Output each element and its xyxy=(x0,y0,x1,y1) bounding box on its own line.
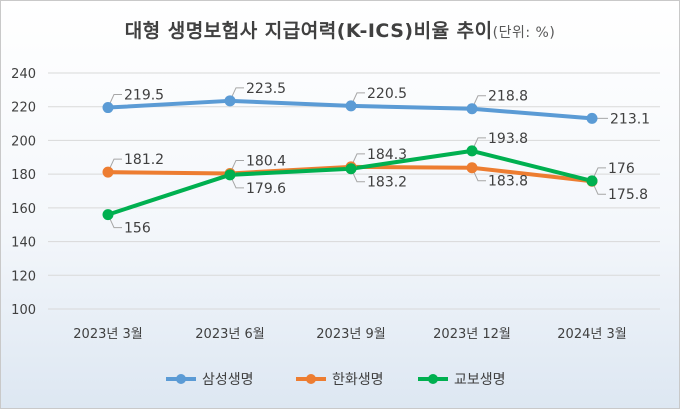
x-axis: 2023년 3월 2023년 6월 2023년 9월 2023년 12월 2024년 3… xyxy=(73,327,626,342)
data-label: 218.8 xyxy=(488,89,528,105)
data-point xyxy=(345,163,357,175)
y-tick-label: 200 xyxy=(11,134,36,149)
y-tick-label: 120 xyxy=(11,269,36,284)
data-point xyxy=(102,166,114,178)
y-axis: 100 120 140 160 180 200 220 240 xyxy=(11,67,36,318)
label-leader-lines xyxy=(107,87,608,229)
data-point xyxy=(345,100,357,112)
y-tick-label: 220 xyxy=(11,101,36,116)
legend-label: 한화생명 xyxy=(332,372,384,388)
data-label: 156 xyxy=(124,221,151,237)
data-label: 175.8 xyxy=(608,187,648,203)
data-label: 223.5 xyxy=(246,81,286,97)
data-label: 193.8 xyxy=(488,131,528,147)
chart-unit-note: (단위: %) xyxy=(492,25,556,41)
data-label: 181.2 xyxy=(124,152,164,168)
chart-title: 대형 생명보험사 지급여력(K-ICS)비율 추이(단위: %) xyxy=(0,16,680,43)
data-point xyxy=(102,209,114,221)
data-point xyxy=(224,169,236,181)
chart-title-text: 대형 생명보험사 지급여력(K-ICS)비율 추이 xyxy=(124,20,493,42)
legend-label: 교보생명 xyxy=(454,372,506,388)
data-point xyxy=(586,175,598,187)
x-tick-label: 2023년 6월 xyxy=(195,327,264,342)
data-point xyxy=(466,103,478,115)
legend-swatch-marker xyxy=(176,374,186,384)
series-lines xyxy=(106,98,594,217)
y-tick-label: 100 xyxy=(11,303,36,318)
data-label: 213.1 xyxy=(610,111,650,127)
data-point xyxy=(586,112,598,124)
data-label: 220.5 xyxy=(367,86,407,102)
data-label: 180.4 xyxy=(246,153,286,169)
x-tick-label: 2024년 3월 xyxy=(557,327,626,342)
data-label: 176 xyxy=(608,161,635,177)
y-tick-label: 160 xyxy=(11,202,36,217)
legend-swatch-marker xyxy=(428,374,438,384)
data-label: 184.3 xyxy=(367,147,407,163)
data-label: 183.2 xyxy=(367,175,407,191)
data-point xyxy=(466,162,478,174)
x-tick-label: 2023년 3월 xyxy=(73,327,142,342)
data-point xyxy=(102,102,114,114)
data-label: 179.6 xyxy=(246,181,286,197)
legend: 삼성생명 한화생명 교보생명 xyxy=(166,372,506,388)
data-label: 219.5 xyxy=(124,88,164,104)
data-point xyxy=(466,145,478,157)
series-points xyxy=(102,95,598,221)
legend-swatch-marker xyxy=(306,374,316,384)
x-tick-label: 2023년 12월 xyxy=(433,327,511,342)
y-tick-label: 180 xyxy=(11,168,36,183)
x-tick-label: 2023년 9월 xyxy=(316,327,385,342)
legend-label: 삼성생명 xyxy=(202,372,254,388)
data-labels: 219.5 223.5 220.5 218.8 213.1 181.2 180.4 184.3… xyxy=(124,81,650,237)
data-point xyxy=(224,95,236,107)
data-label: 183.8 xyxy=(488,174,528,190)
y-tick-label: 140 xyxy=(11,236,36,251)
y-tick-label: 240 xyxy=(11,67,36,82)
